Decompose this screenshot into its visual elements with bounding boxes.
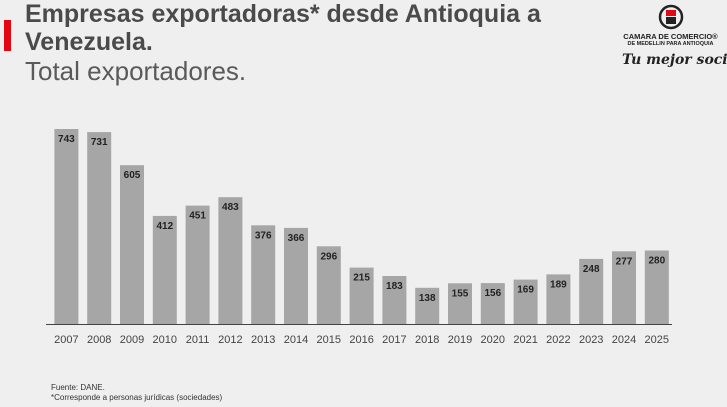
logo: CAMARA DE COMERCIO® DE MEDELLIN PARA ANT… <box>618 4 727 74</box>
chart-subtitle: Total exportadores. <box>25 56 247 86</box>
x-tick-label: 2022 <box>546 334 570 346</box>
bar <box>448 283 472 324</box>
data-label: 412 <box>156 221 173 232</box>
x-tick-label: 2007 <box>54 334 78 346</box>
data-label: 483 <box>222 202 239 213</box>
bar <box>120 165 144 324</box>
footnote-text: *Corresponde a personas jurídicas (socie… <box>51 393 223 402</box>
x-tick-label: 2012 <box>218 334 242 346</box>
data-label: 280 <box>648 256 665 267</box>
data-label: 731 <box>91 137 108 148</box>
x-tick-label: 2025 <box>645 334 669 346</box>
title-accent-bar <box>4 20 11 51</box>
bar <box>513 279 538 324</box>
x-tick-label: 2017 <box>382 334 406 346</box>
bar <box>546 274 571 324</box>
data-label: 743 <box>58 134 75 145</box>
bar <box>349 267 374 324</box>
x-tick-label: 2011 <box>186 334 210 346</box>
bar <box>185 205 210 324</box>
data-label: 183 <box>386 281 403 292</box>
bar <box>284 227 308 324</box>
logo-mark-icon <box>658 4 684 30</box>
bar <box>612 251 636 324</box>
bar <box>218 197 243 324</box>
bar <box>480 283 505 324</box>
x-tick-label: 2015 <box>317 334 341 346</box>
x-tick-label: 2019 <box>448 334 472 346</box>
data-label: 451 <box>189 211 206 222</box>
bar <box>316 246 341 324</box>
data-label: 138 <box>419 293 436 304</box>
bar <box>415 287 440 324</box>
x-tick-label: 2014 <box>284 334 308 346</box>
data-label: 366 <box>288 233 305 244</box>
data-label: 277 <box>616 256 633 267</box>
x-tick-label: 2010 <box>153 334 177 346</box>
data-label: 155 <box>452 288 469 299</box>
logo-name-line1: CAMARA DE COMERCIO® <box>623 32 718 41</box>
data-label: 376 <box>255 230 272 241</box>
data-label: 189 <box>550 279 567 290</box>
x-tick-label: 2009 <box>120 334 144 346</box>
source-text: Fuente: DANE. <box>51 383 105 392</box>
x-tick-label: 2008 <box>87 334 111 346</box>
logo-name-line2: DE MEDELLIN PARA ANTIOQUIA <box>627 41 714 47</box>
x-tick-label: 2020 <box>481 334 505 346</box>
logo-tagline: Tu mejor socio <box>622 52 727 68</box>
chart-title: Empresas exportadoras* desde Antioquia a… <box>25 0 541 56</box>
data-label: 605 <box>124 170 141 181</box>
bar <box>54 129 79 324</box>
data-label: 215 <box>353 273 370 284</box>
bar <box>251 225 276 324</box>
bar <box>382 276 407 324</box>
x-tick-label: 2018 <box>415 334 439 346</box>
bar <box>87 132 112 324</box>
x-tick-label: 2016 <box>349 334 373 346</box>
x-tick-label: 2021 <box>513 334 537 346</box>
bar <box>644 250 669 324</box>
x-tick-label: 2013 <box>251 334 275 346</box>
bar <box>152 215 177 324</box>
source-note: Fuente: DANE. *Corresponde a personas ju… <box>51 383 222 403</box>
data-label: 248 <box>583 264 600 275</box>
data-label: 296 <box>320 251 337 262</box>
data-label: 169 <box>517 285 534 296</box>
x-tick-label: 2023 <box>579 334 603 346</box>
x-tick-label: 2024 <box>612 334 636 346</box>
bar <box>579 258 604 324</box>
data-label: 156 <box>484 288 501 299</box>
